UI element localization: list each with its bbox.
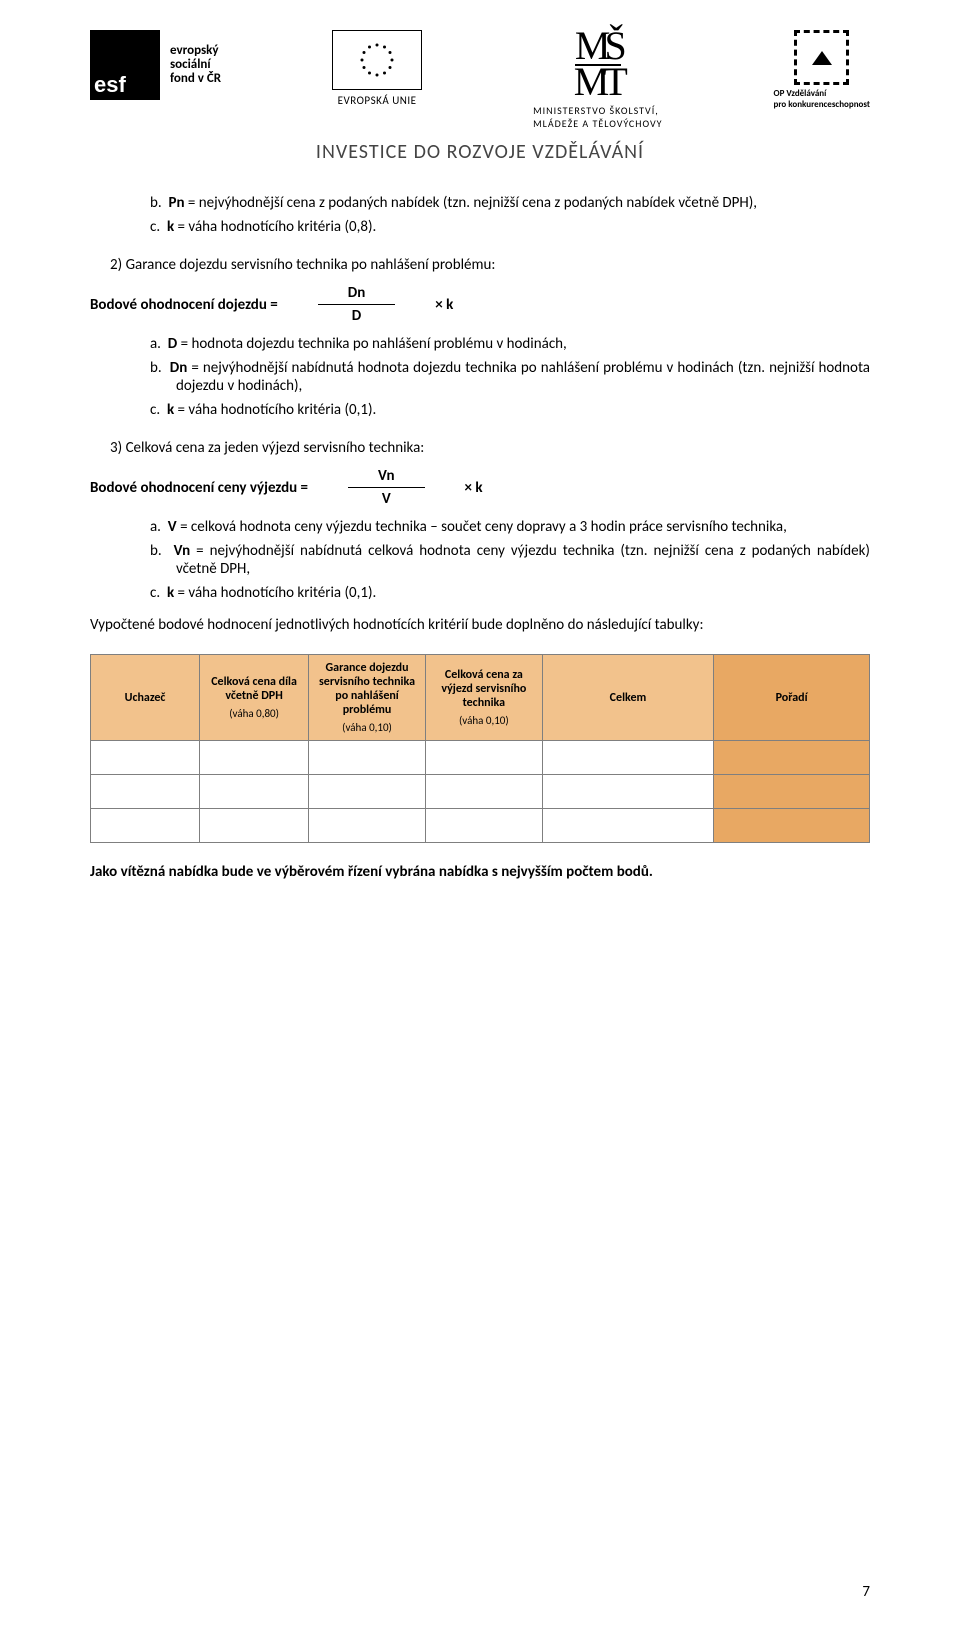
th-poradi: Pořadí [714, 655, 870, 741]
logo-opvk: OP Vzdělávání pro konkurenceschopnost [774, 30, 870, 111]
table-cell [91, 809, 200, 843]
sec3-fraction: Vn V [348, 467, 425, 508]
logo-eu: EVROPSKÁ UNIE [332, 30, 422, 107]
table-row [91, 741, 870, 775]
sec2-formula: Bodové ohodnocení dojezdu = Dn D × k [90, 284, 870, 325]
table-cell [542, 775, 713, 809]
table-cell [200, 809, 309, 843]
sec3-formula-label: Bodové ohodnocení ceny výjezdu = [90, 479, 308, 497]
table-cell [714, 809, 870, 843]
page-number: 7 [862, 1583, 870, 1601]
sec2-fraction: Dn D [318, 284, 396, 325]
header-logos: esf evropský sociální fond v ČR [90, 30, 870, 130]
table-cell [309, 775, 426, 809]
esf-text: evropský sociální fond v ČR [170, 44, 221, 87]
table-cell [542, 809, 713, 843]
table-cell [200, 775, 309, 809]
sec1-b-text: = nejvýhodnější cena z podaných nabídek … [188, 194, 757, 212]
opvk-text: OP Vzdělávání pro konkurenceschopnost [774, 89, 870, 111]
esf-icon: esf [90, 30, 160, 100]
opvk-icon [794, 30, 849, 85]
sec2-times-k: × k [435, 296, 453, 314]
investice-heading: INVESTICE DO ROZVOJE VZDĚLÁVÁNÍ [90, 140, 870, 164]
sec2-heading: 2) Garance dojezdu servisního technika p… [110, 256, 870, 274]
sec3-item-a: a. V = celková hodnota ceny výjezdu tech… [150, 518, 870, 536]
table-cell [714, 775, 870, 809]
th-cena-vyjezd: Celková cena za výjezd servisního techni… [425, 655, 542, 741]
sec1-item-c: c. k = váha hodnotícího kritéria (0,8). [150, 218, 870, 236]
eu-flag-icon [332, 30, 422, 90]
sec2-item-c: c. k = váha hodnotícího kritéria (0,1). [150, 401, 870, 419]
table-cell [714, 741, 870, 775]
table-row [91, 775, 870, 809]
table-cell [425, 741, 542, 775]
logo-esf: esf evropský sociální fond v ČR [90, 30, 221, 100]
closing-statement: Jako vítězná nabídka bude ve výběrovém ř… [90, 863, 870, 881]
sec2-item-b: b. Dn = nejvýhodnější nabídnutá hodnota … [150, 359, 870, 395]
table-cell [425, 775, 542, 809]
table-cell [425, 809, 542, 843]
th-celkem: Celkem [542, 655, 713, 741]
th-uchazec: Uchazeč [91, 655, 200, 741]
table-cell [91, 741, 200, 775]
logo-msmt: MŠMT MINISTERSTVO ŠKOLSTVÍ, MLÁDEŽE A TĚ… [533, 30, 662, 130]
sec2-item-a: a. D = hodnota dojezdu technika po nahlá… [150, 335, 870, 353]
table-intro: Vypočtené bodové hodnocení jednotlivých … [90, 616, 870, 634]
evaluation-table: Uchazeč Celková cena díla včetně DPH (vá… [90, 654, 870, 843]
sec2-formula-label: Bodové ohodnocení dojezdu = [90, 296, 278, 314]
th-cena-dila: Celková cena díla včetně DPH (váha 0,80) [200, 655, 309, 741]
table-cell [309, 809, 426, 843]
msmt-icon: MŠMT [574, 30, 622, 98]
eu-label: EVROPSKÁ UNIE [338, 94, 417, 107]
th-garance: Garance dojezdu servisního technika po n… [309, 655, 426, 741]
table-cell [542, 741, 713, 775]
sec3-heading: 3) Celková cena za jeden výjezd servisní… [110, 439, 870, 457]
table-cell [200, 741, 309, 775]
sec1-c-text: = váha hodnotícího kritéria (0,8). [178, 218, 377, 236]
table-cell [309, 741, 426, 775]
sec1-item-b: b. Pn = nejvýhodnější cena z podaných na… [150, 194, 870, 212]
sec3-times-k: × k [465, 479, 483, 497]
table-cell [91, 775, 200, 809]
table-row [91, 809, 870, 843]
table-header-row: Uchazeč Celková cena díla včetně DPH (vá… [91, 655, 870, 741]
sec3-formula: Bodové ohodnocení ceny výjezdu = Vn V × … [90, 467, 870, 508]
sec3-item-b: b. Vn = nejvýhodnější nabídnutá celková … [150, 542, 870, 578]
sec3-item-c: c. k = váha hodnotícího kritéria (0,1). [150, 584, 870, 602]
msmt-text: MINISTERSTVO ŠKOLSTVÍ, MLÁDEŽE A TĚLOVÝC… [533, 104, 662, 130]
